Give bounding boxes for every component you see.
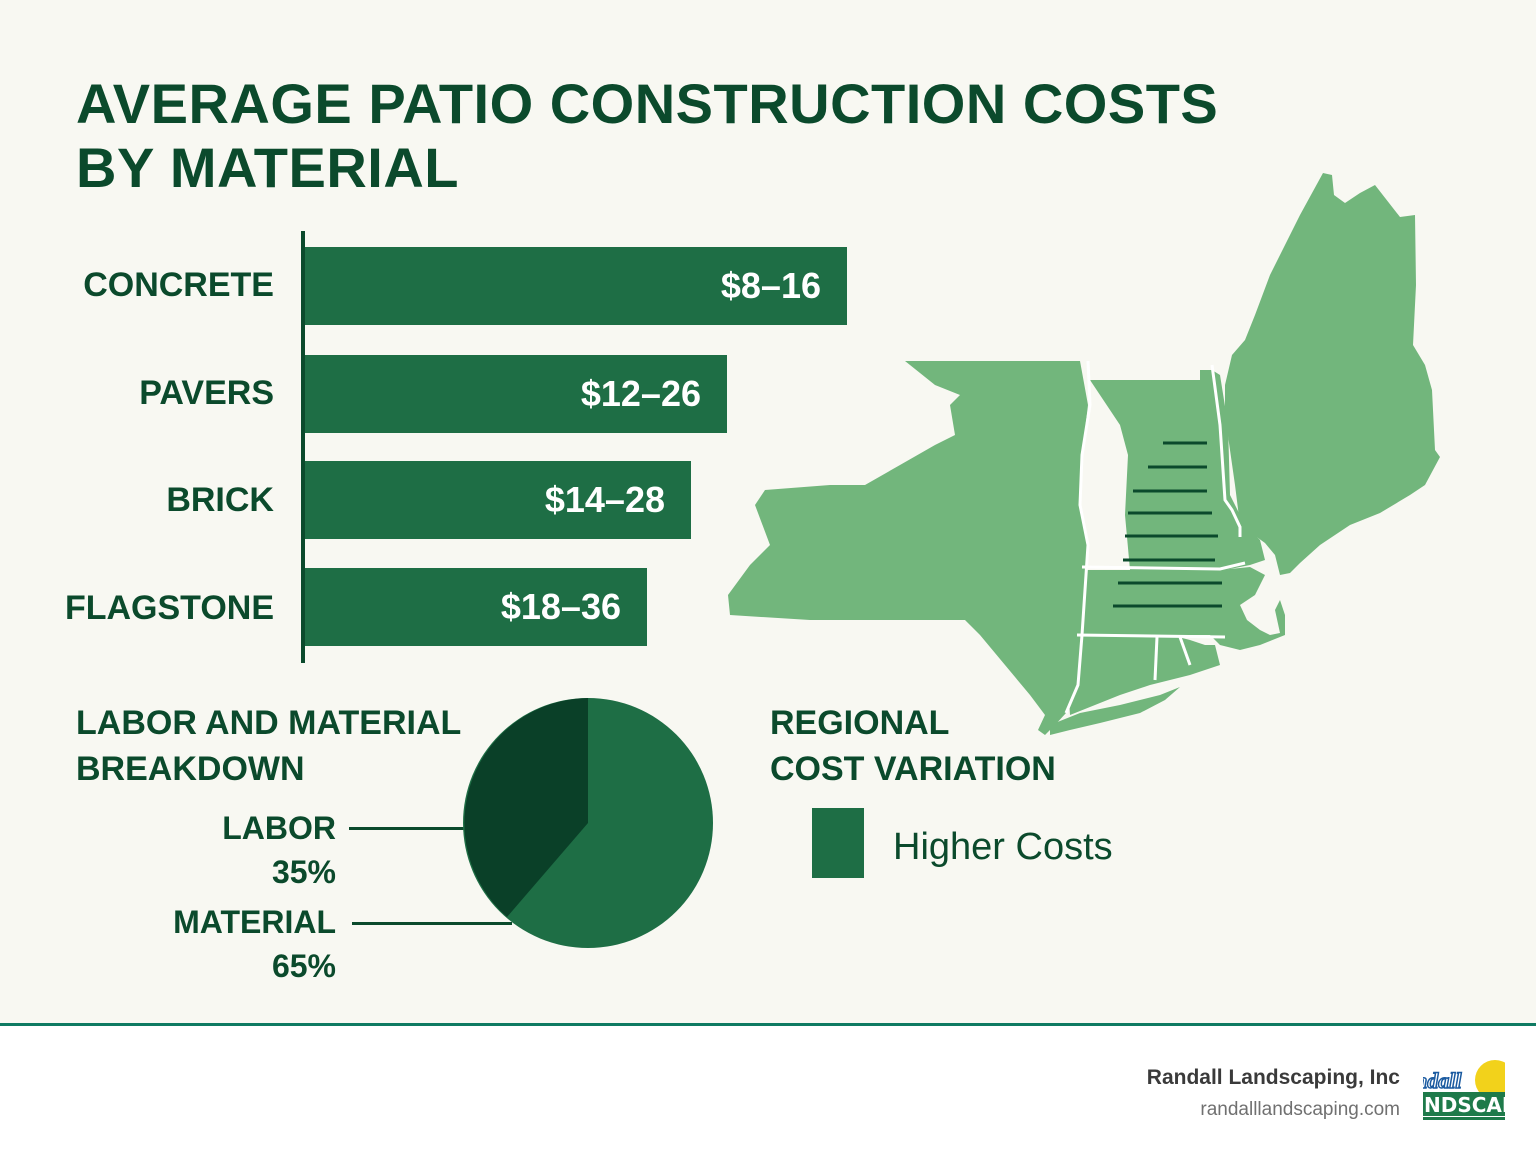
state-massachusetts <box>1080 567 1285 650</box>
breakdown-title: LABOR AND MATERIAL BREAKDOWN <box>76 700 461 792</box>
bar-label-concrete: CONCRETE <box>83 266 274 304</box>
northeast-map <box>728 173 1440 735</box>
bar-value-brick: $14–28 <box>544 479 665 520</box>
state-ct-ri <box>1068 635 1220 715</box>
state-maine <box>1225 173 1440 575</box>
bar-pavers: $12–26 <box>305 355 727 433</box>
state-nh-vt <box>1090 370 1265 570</box>
page-title: AVERAGE PATIO CONSTRUCTION COSTS BY MATE… <box>76 72 1219 199</box>
labor-label: LABOR <box>222 810 336 846</box>
material-legend: MATERIAL 65% <box>173 900 336 988</box>
company-logo: ndall NDSCAP <box>1423 1060 1505 1124</box>
footer-divider <box>0 1023 1536 1026</box>
bar-label-flagstone: FLAGSTONE <box>64 589 274 627</box>
long-island <box>1050 687 1180 735</box>
bar-flagstone: $18–36 <box>305 568 647 646</box>
pie-slice-labor <box>464 698 588 917</box>
company-website[interactable]: randalllandscaping.com <box>1200 1099 1400 1120</box>
bar-value-pavers: $12–26 <box>580 373 701 414</box>
regional-title-line1: REGIONAL <box>770 704 950 742</box>
regional-title-line2: COST VARIATION <box>770 750 1056 788</box>
material-leader-line <box>352 922 512 925</box>
logo-script-text: ndall <box>1423 1068 1462 1093</box>
higher-costs-swatch <box>812 808 864 878</box>
bar-value-concrete: $8–16 <box>720 265 821 306</box>
bar-label-pavers: PAVERS <box>139 374 274 412</box>
bar-label-brick: BRICK <box>166 481 274 519</box>
breakdown-title-line2: BREAKDOWN <box>76 750 305 788</box>
labor-material-pie-chart <box>463 698 713 948</box>
bar-value-flagstone: $18–36 <box>500 586 621 627</box>
state-new-york <box>728 361 1088 735</box>
regional-title: REGIONAL COST VARIATION <box>770 700 1056 792</box>
company-name: Randall Landscaping, Inc <box>1146 1066 1400 1089</box>
higher-costs-legend-label: Higher Costs <box>893 826 1113 868</box>
bar-chart-axis <box>301 231 305 663</box>
labor-legend: LABOR 35% <box>222 806 336 894</box>
logo-block-text: NDSCAP <box>1424 1093 1505 1117</box>
labor-leader-line <box>349 827 467 830</box>
breakdown-title-line1: LABOR AND MATERIAL <box>76 704 462 742</box>
material-label: MATERIAL <box>173 904 336 940</box>
infographic-canvas: AVERAGE PATIO CONSTRUCTION COSTS BY MATE… <box>0 0 1536 1024</box>
bar-concrete: $8–16 <box>305 247 847 325</box>
material-percent: 65% <box>271 948 336 984</box>
bar-brick: $14–28 <box>305 461 691 539</box>
labor-percent: 35% <box>271 854 336 890</box>
